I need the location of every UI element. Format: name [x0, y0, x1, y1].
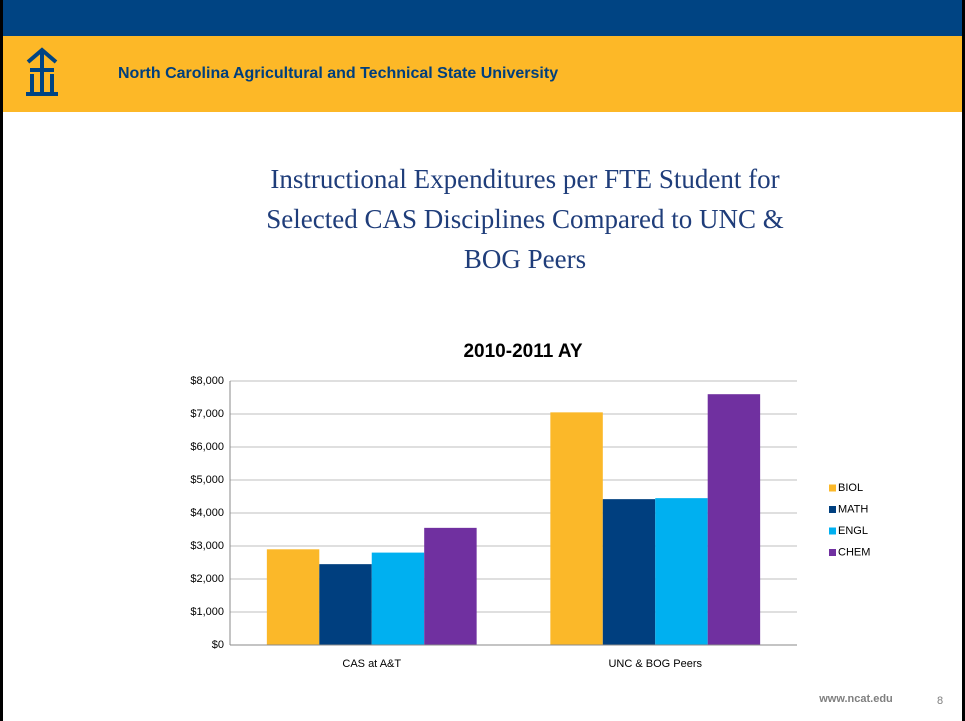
bar: [602, 499, 656, 645]
x-tick-label: CAS at A&T: [342, 658, 401, 670]
header-title: North Carolina Agricultural and Technica…: [118, 65, 558, 82]
y-tick-label: $1,000: [190, 606, 224, 618]
slide-title-line: Instructional Expenditures per FTE Stude…: [270, 164, 779, 194]
bar: [424, 527, 477, 645]
legend-label: ENGL: [838, 525, 868, 537]
logo: [26, 47, 58, 96]
right-border: [962, 0, 965, 721]
legend-swatch: [829, 484, 836, 492]
header-band: [0, 36, 965, 112]
legend-swatch: [829, 549, 836, 556]
top-band: [0, 0, 965, 36]
bar: [266, 549, 320, 645]
left-border: [0, 0, 3, 721]
legend-swatch: [829, 527, 836, 535]
bar: [319, 564, 372, 645]
y-tick-label: $3,000: [190, 540, 224, 552]
legend-label: BIOL: [838, 482, 863, 494]
y-tick-label: $6,000: [190, 441, 224, 453]
legend-label: MATH: [838, 503, 868, 515]
bar: [707, 394, 761, 645]
chart-title: 2010-2011 AY: [463, 341, 582, 362]
slide-title-line: Selected CAS Disciplines Compared to UNC…: [266, 204, 783, 234]
x-tick-label: UNC & BOG Peers: [608, 658, 702, 670]
bar: [371, 552, 425, 645]
legend-label: CHEM: [838, 546, 870, 558]
y-tick-label: $8,000: [190, 375, 224, 387]
slide-title-line: BOG Peers: [464, 244, 586, 274]
legend-swatch: [829, 506, 836, 513]
y-tick-label: $4,000: [190, 507, 224, 519]
y-tick-label: $2,000: [190, 573, 224, 585]
y-tick-label: $0: [212, 639, 224, 651]
bar: [550, 412, 603, 645]
page-number: 8: [937, 695, 943, 707]
footer: www.ncat.edu: [818, 693, 893, 705]
bar: [655, 498, 708, 645]
y-tick-label: $5,000: [190, 474, 224, 486]
y-tick-label: $7,000: [190, 408, 224, 420]
